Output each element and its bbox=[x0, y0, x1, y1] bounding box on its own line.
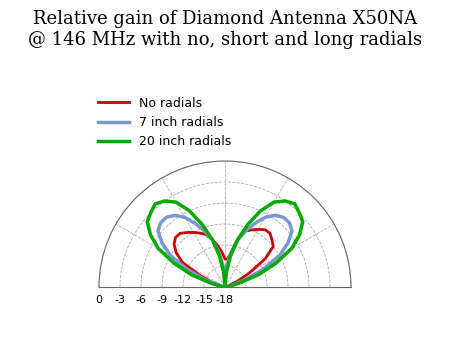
Text: Relative gain of Diamond Antenna X50NA
@ 146 MHz with no, short and long radials: Relative gain of Diamond Antenna X50NA @… bbox=[28, 10, 422, 49]
Legend: No radials, 7 inch radials, 20 inch radials: No radials, 7 inch radials, 20 inch radi… bbox=[93, 92, 236, 153]
